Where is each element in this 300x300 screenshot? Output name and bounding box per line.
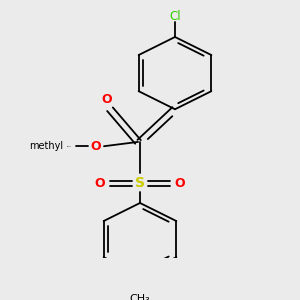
Text: CH₃: CH₃ xyxy=(130,294,150,300)
Text: O: O xyxy=(102,93,112,106)
Text: Cl: Cl xyxy=(169,10,181,23)
Text: methyl: methyl xyxy=(67,146,71,147)
Text: O: O xyxy=(91,140,101,153)
Text: methyl: methyl xyxy=(29,141,63,151)
Text: O: O xyxy=(95,177,105,190)
Text: S: S xyxy=(135,176,145,190)
Text: O: O xyxy=(175,177,185,190)
